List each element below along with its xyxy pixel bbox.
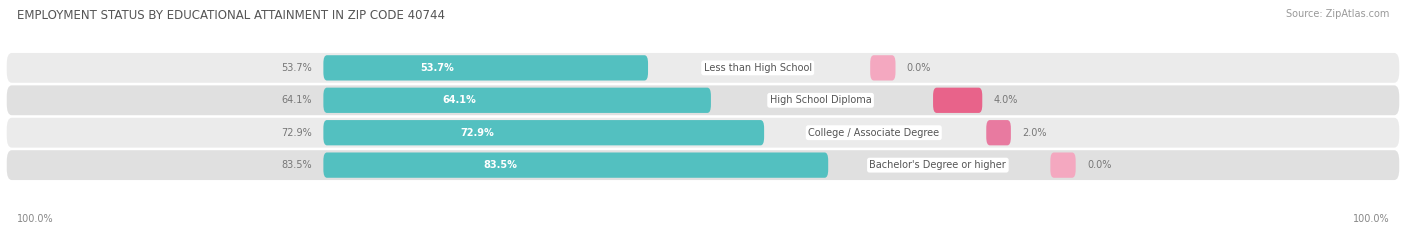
Text: Less than High School: Less than High School (703, 63, 811, 73)
Text: 100.0%: 100.0% (1353, 214, 1389, 224)
FancyBboxPatch shape (7, 53, 1399, 83)
FancyBboxPatch shape (1050, 152, 1076, 178)
Text: 72.9%: 72.9% (281, 128, 312, 138)
Text: 100.0%: 100.0% (17, 214, 53, 224)
Text: EMPLOYMENT STATUS BY EDUCATIONAL ATTAINMENT IN ZIP CODE 40744: EMPLOYMENT STATUS BY EDUCATIONAL ATTAINM… (17, 9, 444, 22)
Text: College / Associate Degree: College / Associate Degree (808, 128, 939, 138)
Text: High School Diploma: High School Diploma (769, 95, 872, 105)
FancyBboxPatch shape (323, 55, 648, 81)
FancyBboxPatch shape (986, 120, 1011, 145)
Text: 2.0%: 2.0% (1022, 128, 1046, 138)
FancyBboxPatch shape (323, 120, 763, 145)
Text: 53.7%: 53.7% (420, 63, 454, 73)
FancyBboxPatch shape (7, 85, 1399, 115)
Text: Bachelor's Degree or higher: Bachelor's Degree or higher (869, 160, 1007, 170)
FancyBboxPatch shape (870, 55, 896, 81)
Text: 0.0%: 0.0% (907, 63, 931, 73)
Text: 64.1%: 64.1% (441, 95, 475, 105)
FancyBboxPatch shape (323, 88, 711, 113)
FancyBboxPatch shape (323, 152, 828, 178)
FancyBboxPatch shape (934, 88, 983, 113)
Text: 64.1%: 64.1% (281, 95, 312, 105)
Text: 83.5%: 83.5% (484, 160, 517, 170)
FancyBboxPatch shape (7, 150, 1399, 180)
Text: 83.5%: 83.5% (281, 160, 312, 170)
Text: Source: ZipAtlas.com: Source: ZipAtlas.com (1285, 9, 1389, 19)
Text: 72.9%: 72.9% (461, 128, 495, 138)
Text: 0.0%: 0.0% (1087, 160, 1111, 170)
Text: 4.0%: 4.0% (994, 95, 1018, 105)
FancyBboxPatch shape (7, 118, 1399, 148)
Text: 53.7%: 53.7% (281, 63, 312, 73)
